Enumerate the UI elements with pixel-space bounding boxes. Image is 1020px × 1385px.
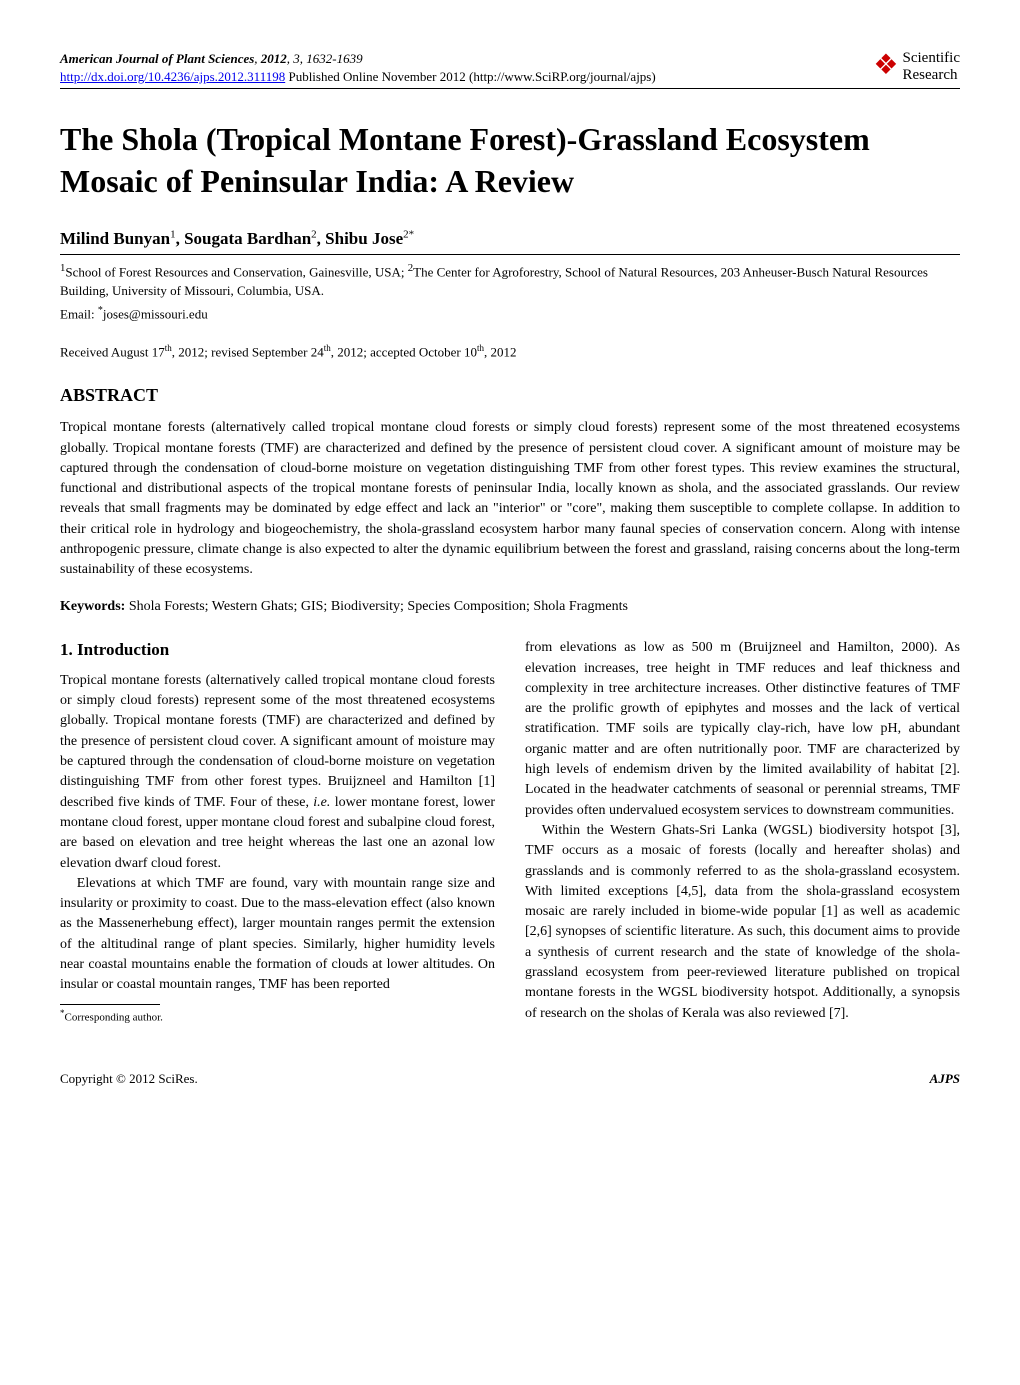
- email-address: joses@missouri.edu: [103, 306, 208, 321]
- abstract-body: Tropical montane forests (alternatively …: [60, 418, 960, 580]
- intro-para-4: Within the Western Ghats-Sri Lanka (WGSL…: [525, 821, 960, 1024]
- page-footer: Copyright © 2012 SciRes. AJPS: [60, 1070, 960, 1088]
- pub-info: Published Online November 2012 (http://w…: [288, 69, 655, 84]
- intro-para-1: Tropical montane forests (alternatively …: [60, 671, 495, 874]
- journal-citation: American Journal of Plant Sciences, 2012…: [60, 50, 656, 68]
- journal-pub-line: http://dx.doi.org/10.4236/ajps.2012.3111…: [60, 68, 656, 86]
- author-2: Sougata Bardhan: [184, 229, 311, 248]
- email-line: Email: *joses@missouri.edu: [60, 304, 960, 324]
- journal-pages: 1632-1639: [306, 51, 362, 66]
- keywords-label: Keywords:: [60, 599, 125, 614]
- column-right: from elevations as low as 500 m (Bruijzn…: [525, 638, 960, 1026]
- intro-para-3: from elevations as low as 500 m (Bruijzn…: [525, 638, 960, 821]
- paper-title: The Shola (Tropical Montane Forest)-Gras…: [60, 119, 960, 202]
- corresponding-note: *Corresponding author.: [60, 1007, 495, 1027]
- email-label: Email:: [60, 306, 98, 321]
- intro-para-2: Elevations at which TMF are found, vary …: [60, 874, 495, 996]
- affiliations: 1School of Forest Resources and Conserva…: [60, 261, 960, 300]
- author-3: Shibu Jose: [325, 229, 403, 248]
- copyright: Copyright © 2012 SciRes.: [60, 1070, 198, 1088]
- keywords-line: Keywords: Shola Forests; Western Ghats; …: [60, 597, 960, 617]
- journal-abbrev: AJPS: [930, 1070, 960, 1088]
- author-1: Milind Bunyan: [60, 229, 170, 248]
- footnote-rule: [60, 1004, 160, 1005]
- keywords-text: Shola Forests; Western Ghats; GIS; Biodi…: [125, 599, 628, 614]
- two-column-body: 1. Introduction Tropical montane forests…: [60, 638, 960, 1026]
- dates-line: Received August 17th, 2012; revised Sept…: [60, 342, 960, 362]
- journal-year: 2012: [261, 51, 287, 66]
- column-left: 1. Introduction Tropical montane forests…: [60, 638, 495, 1026]
- intro-heading: 1. Introduction: [60, 638, 495, 663]
- doi-link[interactable]: http://dx.doi.org/10.4236/ajps.2012.3111…: [60, 69, 285, 84]
- logo-line2: Research: [903, 67, 960, 84]
- logo-text: Scientific Research: [903, 50, 960, 83]
- logo-diamond-icon: ❖: [873, 55, 898, 77]
- authors-line: Milind Bunyan1, Sougata Bardhan2, Shibu …: [60, 227, 960, 256]
- journal-name: American Journal of Plant Sciences: [60, 51, 254, 66]
- journal-header: American Journal of Plant Sciences, 2012…: [60, 50, 960, 89]
- aff-1-text: School of Forest Resources and Conservat…: [65, 265, 407, 280]
- publisher-logo: ❖ Scientific Research: [873, 50, 960, 83]
- journal-meta: American Journal of Plant Sciences, 2012…: [60, 50, 656, 86]
- author-3-sup: 2*: [403, 228, 414, 240]
- logo-line1: Scientific: [903, 50, 960, 67]
- abstract-heading: ABSTRACT: [60, 383, 960, 408]
